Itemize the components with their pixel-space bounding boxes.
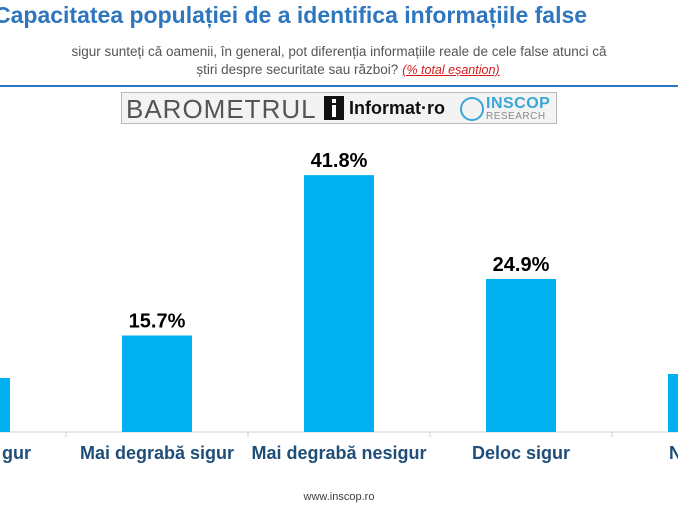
header-divider (0, 85, 678, 87)
bar (304, 175, 374, 432)
logo-banner: BAROMETRUL Informat·ro INSCOP RESEARCH (121, 92, 557, 124)
inscop-logo-name: INSCOP (486, 95, 551, 112)
bar (668, 374, 678, 432)
question-note: (% total eșantion) (402, 63, 500, 77)
inscop-logo-sub: RESEARCH (486, 111, 546, 122)
inscop-logo: INSCOP RESEARCH (460, 95, 556, 123)
category-label: Mai degrabă sigur (80, 443, 234, 463)
informat-logo: Informat·ro (324, 96, 445, 120)
data-label: 41.8% (311, 150, 368, 172)
question-line-1: sigur sunteți că oamenii, în general, po… (71, 44, 607, 59)
data-label: 24.9% (493, 254, 550, 276)
bar (0, 378, 10, 432)
category-label: Mai degrabă nesigur (251, 443, 426, 463)
informat-logo-text: Informat·ro (349, 97, 445, 118)
category-label: gur (2, 443, 31, 463)
category-label: N (669, 443, 678, 463)
bar (122, 335, 192, 432)
chart-title: Capacitatea populației de a identifica i… (0, 2, 588, 28)
question-line-2-text: știri despre securitate sau război? (196, 62, 399, 77)
question-line-2: știri despre securitate sau război? (% to… (0, 61, 678, 79)
barometrul-logo: BAROMETRUL (126, 94, 317, 124)
data-label: 15.7% (129, 311, 186, 333)
bar (486, 278, 556, 432)
inscop-circle-icon (460, 97, 484, 121)
survey-question: sigur sunteți că oamenii, în general, po… (0, 43, 678, 79)
informat-i-icon (324, 96, 344, 120)
category-label: Deloc sigur (472, 443, 570, 463)
footer-url: www.inscop.ro (303, 491, 375, 503)
